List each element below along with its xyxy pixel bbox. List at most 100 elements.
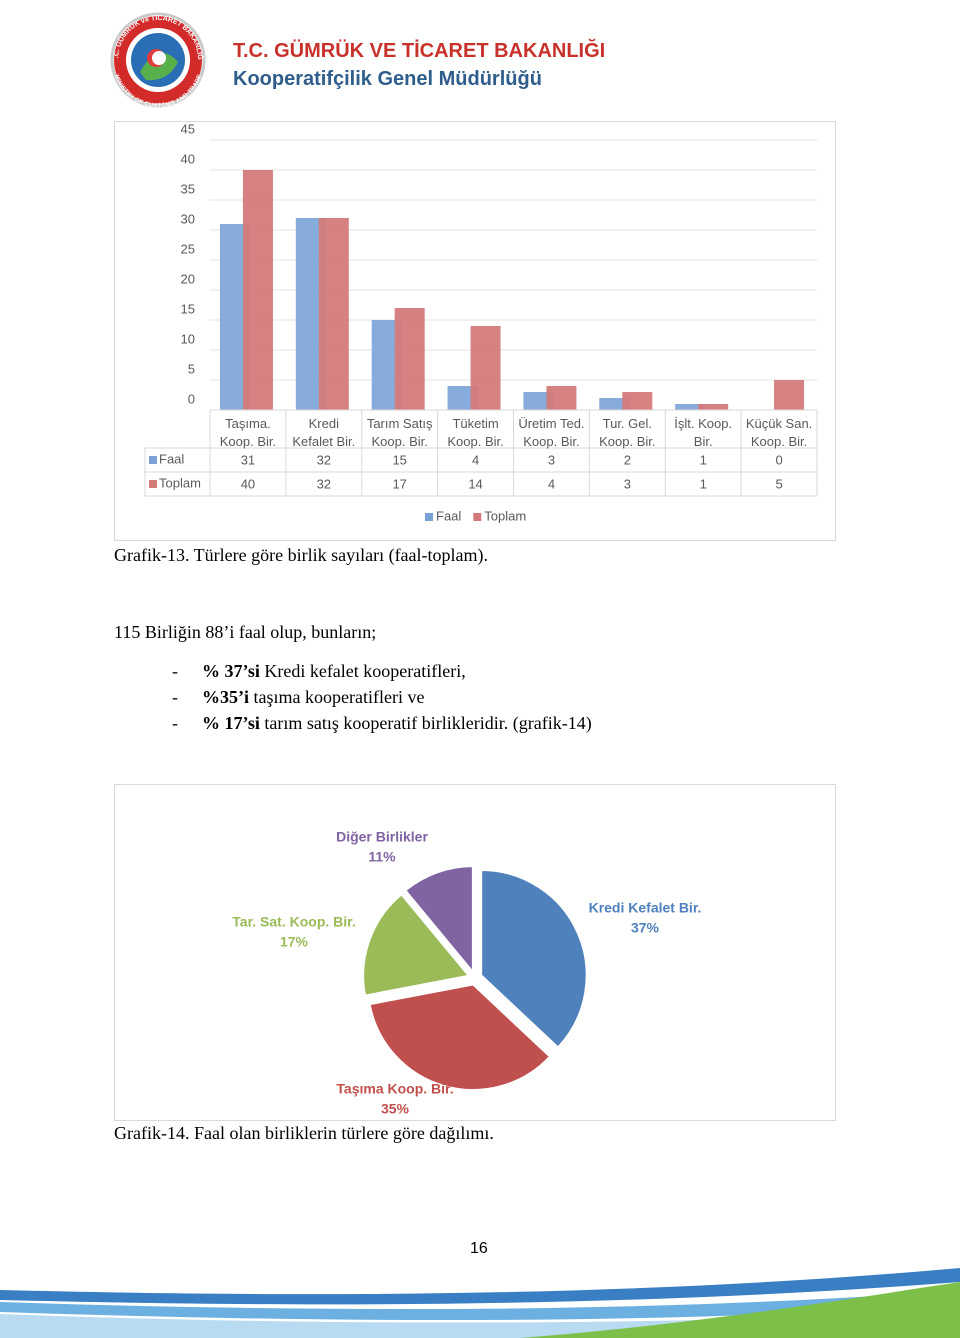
table-value: 32 (317, 476, 331, 491)
caption: Grafik-13. Türlere göre birlik sayıları … (114, 545, 489, 565)
y-tick-label: 5 (188, 361, 195, 376)
y-tick-label: 45 (181, 121, 195, 136)
slice-label: Diğer Birlikler (336, 829, 428, 845)
label-line: Taşıma. (225, 416, 271, 431)
pie-slice (362, 893, 470, 997)
slice-value: 17% (280, 934, 309, 950)
bullet: - (172, 661, 178, 681)
table-value: 4 (472, 452, 479, 467)
legend-key (149, 456, 157, 464)
category-label: Tarım Satış Koop. Bir. (367, 416, 433, 449)
category-label: İşlt. Koop. Bir. (674, 416, 732, 449)
bar (546, 386, 577, 410)
bar (774, 380, 805, 410)
table-value: 14 (468, 476, 482, 491)
slice-label: Kredi Kefalet Bir. (589, 900, 702, 916)
label-line: İşlt. Koop. (674, 416, 732, 431)
y-tick-label: 35 (181, 181, 195, 196)
category-label: Tur. Gel. Koop. Bir. (599, 416, 655, 449)
table-value: 5 (775, 476, 782, 491)
bar (622, 392, 653, 410)
footer-wave (0, 1268, 960, 1338)
label-line: Tarım Satış (367, 416, 433, 431)
bar (523, 392, 554, 410)
emphasis: % 17’si (202, 713, 260, 733)
table-value: 1 (700, 476, 707, 491)
label-line: Tur. Gel. (603, 416, 652, 431)
y-tick-label: 20 (181, 271, 195, 286)
table-value: 17 (392, 476, 406, 491)
label-line: Koop. Bir. (599, 434, 655, 449)
table-value: 4 (548, 476, 555, 491)
y-tick-label: 10 (181, 331, 195, 346)
table-value: 0 (775, 452, 782, 467)
y-tick-label: 0 (188, 391, 195, 406)
label-line: Kredi (309, 416, 339, 431)
y-tick-label: 40 (181, 151, 195, 166)
label-line: Koop. Bir. (372, 434, 428, 449)
slice-value: 35% (381, 1101, 410, 1117)
label-line: Koop. Bir. (523, 434, 579, 449)
y-tick-label: 15 (181, 301, 195, 316)
item-text: Kredi kefalet kooperatifleri, (259, 661, 466, 681)
header-subtitle: Kooperatifçilik Genel Müdürlüğü (233, 68, 542, 90)
bar (394, 308, 425, 410)
table-value: 2 (624, 452, 631, 467)
label-line: Kefalet Bir. (292, 434, 355, 449)
bar (470, 326, 501, 410)
legend-label: Toplam (484, 508, 526, 523)
table-value: 3 (624, 476, 631, 491)
caption: Grafik-14. Faal olan birliklerin türlere… (114, 1123, 494, 1143)
label-line: Bir. (694, 434, 713, 449)
table-value: 3 (548, 452, 555, 467)
bar (698, 404, 729, 410)
pie-chart: Kredi Kefalet Bir. 37% Taşıma Koop. Bir. 35… (232, 829, 701, 1117)
slice-value: 11% (368, 849, 396, 865)
category-label: Küçük San. Koop. Bir. (746, 416, 813, 449)
legend-key (149, 480, 157, 488)
table-value: 15 (392, 452, 406, 467)
slice-label: Tar. Sat. Koop. Bir. (232, 914, 355, 930)
legend-key (425, 513, 433, 521)
table-value: 40 (241, 476, 255, 491)
table-value: 31 (241, 452, 255, 467)
bar (599, 398, 630, 410)
category-label: Üretim Ted. Koop. Bir. (518, 416, 584, 449)
legend-key (473, 513, 482, 521)
category-label: Taşıma. Koop. Bir. (220, 416, 276, 449)
bar (242, 170, 273, 410)
bullet: - (172, 687, 178, 707)
label-line: Koop. Bir. (447, 434, 503, 449)
paragraph: 115 Birliğin 88’i faal olup, bunların; (114, 622, 377, 642)
label-line: Üretim Ted. (518, 416, 584, 431)
legend-label: Faal (436, 508, 461, 523)
bar (318, 218, 349, 410)
emphasis: % 37’si (202, 661, 260, 681)
y-tick-label: 25 (181, 241, 195, 256)
emphasis: %35’i (202, 687, 249, 707)
label-line: Küçük San. (746, 416, 813, 431)
label-line: Koop. Bir. (220, 434, 276, 449)
bullet: - (172, 713, 178, 733)
category-label: Kredi Kefalet Bir. (292, 416, 355, 449)
item-text: taşıma kooperatifleri ve (249, 687, 425, 707)
page-number: 16 (470, 1240, 488, 1257)
y-tick-label: 30 (181, 211, 195, 226)
label-line: Koop. Bir. (751, 434, 807, 449)
table-value: 32 (317, 452, 331, 467)
label-line: Tüketim (452, 416, 498, 431)
header-title: T.C. GÜMRÜK VE TİCARET BAKANLIĞI (233, 40, 606, 62)
item-text: tarım satış kooperatif birlikleridir. (g… (259, 713, 592, 733)
row-label: Toplam (159, 475, 201, 490)
category-label: Tüketim Koop. Bir. (447, 416, 503, 449)
table-value: 1 (700, 452, 707, 467)
logo: T.C. GÜMRÜK ve TİCARET BAKANLIĞI MINISTR… (0, 0, 206, 109)
pie-slice (404, 865, 474, 974)
bar (675, 404, 706, 410)
pie-slice (480, 869, 588, 1049)
slice-value: 37% (631, 920, 660, 936)
